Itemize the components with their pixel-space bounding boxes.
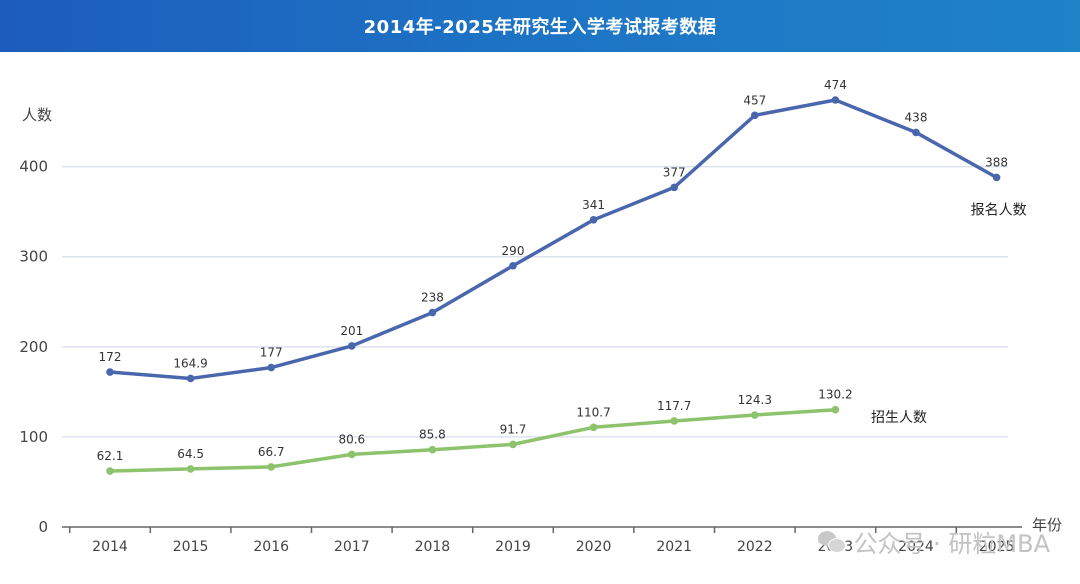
x-tick-label: 2024 bbox=[898, 539, 934, 555]
series-enrollment-point bbox=[428, 445, 437, 454]
x-tick-label: 2023 bbox=[818, 539, 854, 555]
series-registration-data-label: 201 bbox=[340, 324, 363, 338]
series-registration-point bbox=[670, 183, 678, 192]
series-registration-point bbox=[106, 368, 114, 376]
y-tick-label: 100 bbox=[19, 428, 48, 446]
series-enrollment-data-label: 130.2 bbox=[818, 388, 852, 402]
series-registration-point bbox=[348, 342, 356, 350]
x-tick-label: 2022 bbox=[737, 539, 773, 555]
x-tick-label: 2018 bbox=[415, 539, 451, 555]
series-enrollment-data-label: 64.5 bbox=[177, 447, 204, 461]
series-enrollment-line bbox=[108, 407, 838, 473]
y-axis-label: 人数 bbox=[22, 106, 52, 124]
series-enrollment-point bbox=[589, 423, 598, 432]
y-tick-label: 300 bbox=[19, 248, 48, 266]
series-enrollment-point bbox=[509, 440, 517, 449]
series-enrollment-name: 招生人数 bbox=[871, 410, 927, 426]
x-tick-label: 2019 bbox=[495, 539, 531, 555]
x-tick-label: 2025 bbox=[979, 539, 1015, 555]
series-registration-data-label: 457 bbox=[743, 93, 766, 107]
series-registration-data-label: 177 bbox=[260, 346, 283, 360]
series-enrollment-data-label: 62.1 bbox=[97, 449, 124, 463]
series-enrollment-data-label: 110.7 bbox=[576, 405, 610, 419]
x-axis-label: 年份 bbox=[1032, 516, 1062, 534]
series-enrollment-data-label: 85.8 bbox=[419, 428, 446, 442]
x-tick-label: 2014 bbox=[92, 539, 128, 555]
x-tick-label: 2020 bbox=[576, 539, 612, 555]
series-enrollment-point bbox=[186, 465, 195, 473]
series-registration-name: 报名人数 bbox=[971, 202, 1027, 218]
y-tick-label: 0 bbox=[38, 518, 48, 536]
series-enrollment-data-label: 117.7 bbox=[657, 399, 691, 413]
series-registration-point bbox=[992, 173, 1001, 182]
series-registration-point bbox=[428, 308, 437, 317]
x-tick-label: 2017 bbox=[334, 539, 370, 555]
series-enrollment-data-label: 80.6 bbox=[338, 432, 365, 446]
series-enrollment-data-label: 91.7 bbox=[500, 422, 527, 436]
y-tick-label: 400 bbox=[19, 158, 48, 176]
series-enrollment-point bbox=[106, 467, 114, 475]
series-registration-data-label: 438 bbox=[905, 110, 928, 124]
title-bar: 2014年-2025年研究生入学考试报考数据 bbox=[0, 0, 1080, 52]
series-enrollment-data-label: 124.3 bbox=[738, 393, 772, 407]
series-enrollment-point bbox=[831, 405, 840, 414]
y-tick-label: 200 bbox=[19, 338, 48, 356]
series-registration-data-label: 164.9 bbox=[173, 356, 207, 370]
series-registration-point bbox=[912, 128, 920, 137]
series-registration-data-label: 290 bbox=[502, 244, 525, 258]
series-enrollment-data-label: 66.7 bbox=[258, 445, 285, 459]
chart-title: 2014年-2025年研究生入学考试报考数据 bbox=[363, 17, 717, 38]
series-enrollment-point bbox=[348, 450, 356, 459]
series-registration-line bbox=[108, 98, 999, 381]
x-tick-label: 2015 bbox=[173, 539, 209, 555]
series-enrollment-point bbox=[751, 411, 759, 419]
series-registration-data-label: 238 bbox=[421, 291, 444, 305]
series-registration-data-label: 474 bbox=[824, 78, 847, 92]
series-registration-data-label: 341 bbox=[582, 198, 605, 212]
series-registration-point bbox=[751, 111, 759, 120]
series-registration-point bbox=[186, 374, 195, 383]
series-registration-point bbox=[267, 363, 276, 372]
series-registration-data-label: 388 bbox=[985, 155, 1008, 169]
x-tick-label: 2016 bbox=[253, 539, 289, 555]
series-enrollment-point bbox=[267, 463, 276, 471]
series-registration-data-label: 377 bbox=[663, 165, 686, 179]
series-registration-point bbox=[831, 96, 840, 104]
series-registration-data-label: 172 bbox=[99, 350, 122, 364]
series-registration-point bbox=[589, 216, 598, 224]
series-enrollment-point bbox=[670, 417, 678, 425]
series-registration-point bbox=[509, 261, 517, 270]
x-tick-label: 2021 bbox=[656, 539, 692, 555]
